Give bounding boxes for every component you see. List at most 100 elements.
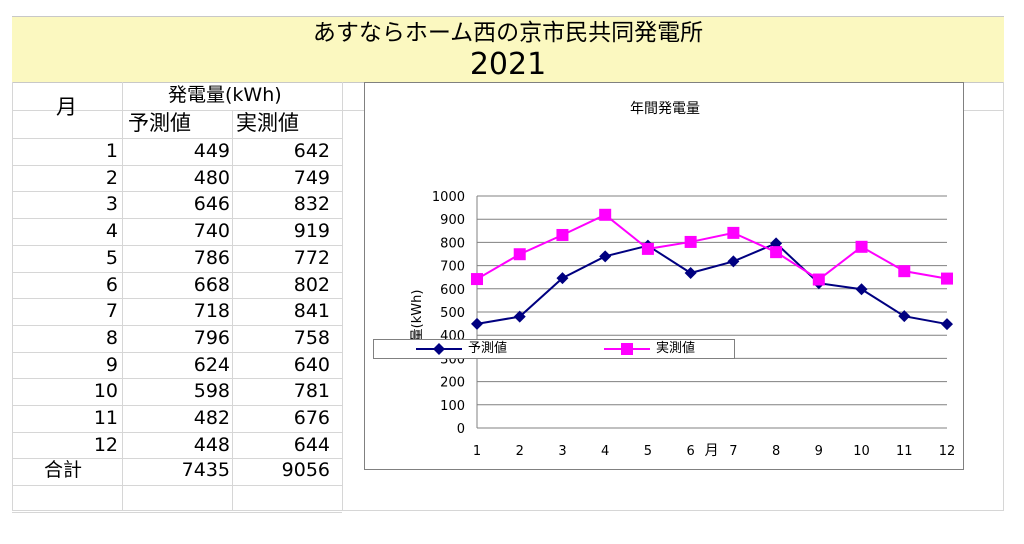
- sheet-year: 2021: [12, 48, 1004, 83]
- data-point-predicted: [684, 267, 697, 280]
- row-gridline: [12, 218, 342, 219]
- data-point-predicted: [556, 272, 569, 285]
- cell-predicted: 480: [193, 166, 230, 189]
- cell-predicted: 786: [193, 246, 230, 269]
- x-tick-label: 11: [896, 444, 913, 459]
- legend-actual-marker: [604, 343, 650, 355]
- row-gridline: [342, 110, 364, 111]
- cell-month: 10: [93, 380, 118, 403]
- cell-month: 1: [105, 140, 118, 162]
- y-tick-label: 600: [440, 283, 465, 298]
- y-tick-label: 0: [457, 422, 465, 437]
- data-point-actual: [812, 273, 825, 286]
- row-gridline: [12, 512, 342, 513]
- data-point-actual: [599, 208, 612, 221]
- cell-actual: 642: [293, 140, 330, 162]
- row-gridline: [12, 298, 342, 299]
- data-point-predicted: [599, 250, 612, 263]
- cell-predicted: 740: [193, 220, 230, 243]
- data-point-actual: [684, 235, 697, 248]
- cell-predicted: 668: [193, 273, 230, 296]
- cell-month: 4: [105, 220, 118, 243]
- cell-month: 2: [105, 166, 118, 189]
- row-gridline: [12, 485, 342, 486]
- cell-month: 9: [105, 353, 118, 376]
- data-point-predicted: [471, 317, 483, 330]
- total-label: 合計: [44, 459, 83, 481]
- header-generation: 発電量(kWh): [168, 84, 282, 106]
- cell-predicted: 598: [193, 380, 230, 403]
- x-tick-label: 10: [853, 444, 870, 459]
- data-point-predicted: [727, 255, 740, 268]
- data-point-predicted: [855, 283, 868, 296]
- annual-generation-chart[interactable]: 年間発電量 0 100 200 300 400 500 600 700 800 900 1000 1 2 3…: [364, 82, 964, 470]
- row-gridline: [12, 272, 342, 273]
- x-tick-label: 9: [815, 444, 823, 459]
- data-point-actual: [855, 240, 868, 253]
- row-gridline: [12, 165, 342, 166]
- row-gridline: [12, 191, 342, 192]
- cell-predicted: 796: [193, 326, 230, 349]
- cell-actual: 749: [293, 166, 330, 189]
- cell-actual: 676: [293, 407, 330, 429]
- data-point-actual: [641, 242, 654, 255]
- cell-actual: 644: [293, 433, 330, 456]
- data-point-predicted: [941, 318, 953, 331]
- row-gridline: [12, 138, 342, 139]
- cell-actual: 772: [293, 246, 330, 269]
- row-gridline: [12, 245, 342, 246]
- cell-month: 3: [105, 193, 118, 216]
- chart-title: 年間発電量: [630, 101, 700, 117]
- data-point-actual: [513, 248, 526, 261]
- data-point-actual: [898, 265, 911, 278]
- data-point-actual: [471, 273, 483, 286]
- x-tick-label: 1: [473, 444, 481, 459]
- cell-predicted: 646: [193, 193, 230, 216]
- total-predicted: 7435: [181, 459, 230, 481]
- x-tick-label: 2: [516, 444, 524, 459]
- total-actual: 9056: [281, 459, 330, 481]
- y-tick-label: 200: [440, 376, 465, 391]
- row-gridline: [12, 405, 342, 406]
- y-tick-label: 1000: [432, 190, 465, 205]
- row-gridline: [12, 325, 342, 326]
- cell-predicted: 482: [193, 407, 230, 429]
- y-tick-label: 800: [440, 236, 465, 251]
- cell-actual: 781: [293, 380, 330, 403]
- col-gridline: [232, 110, 233, 511]
- header-predicted: 予測値: [128, 111, 191, 135]
- row-gridline: [12, 432, 342, 433]
- y-axis-label: 電量(kWh): [410, 290, 425, 355]
- y-tick-label: 100: [440, 399, 465, 414]
- data-point-predicted: [898, 310, 911, 323]
- cell-month: 6: [105, 273, 118, 296]
- cell-month: 8: [105, 326, 118, 349]
- x-tick-label: 8: [772, 444, 780, 459]
- row-gridline: [12, 458, 342, 459]
- col-gridline: [122, 82, 123, 511]
- x-tick-label: 12: [939, 444, 956, 459]
- cell-actual: 640: [293, 353, 330, 376]
- header-actual: 実測値: [236, 111, 299, 135]
- legend-actual-label: 実測値: [656, 341, 696, 356]
- cell-actual: 919: [293, 220, 330, 243]
- cell-predicted: 448: [193, 433, 230, 456]
- x-tick-label: 6: [686, 444, 694, 459]
- series-line-actual: [476, 213, 948, 281]
- series-line-predicted: [476, 242, 948, 326]
- cell-predicted: 624: [193, 353, 230, 376]
- row-gridline: [12, 110, 342, 111]
- cell-actual: 802: [293, 273, 330, 296]
- cell-month: 7: [105, 300, 118, 323]
- y-tick-label: 700: [440, 260, 465, 275]
- x-tick-label: 4: [601, 444, 609, 459]
- data-point-actual: [556, 228, 569, 241]
- col-gridline: [12, 82, 13, 511]
- cell-actual: 832: [293, 193, 330, 216]
- x-tick-label: 3: [558, 444, 566, 459]
- y-tick-label: 900: [440, 213, 465, 228]
- legend-predicted-marker: [416, 343, 462, 355]
- legend-predicted-label: 予測値: [468, 341, 508, 356]
